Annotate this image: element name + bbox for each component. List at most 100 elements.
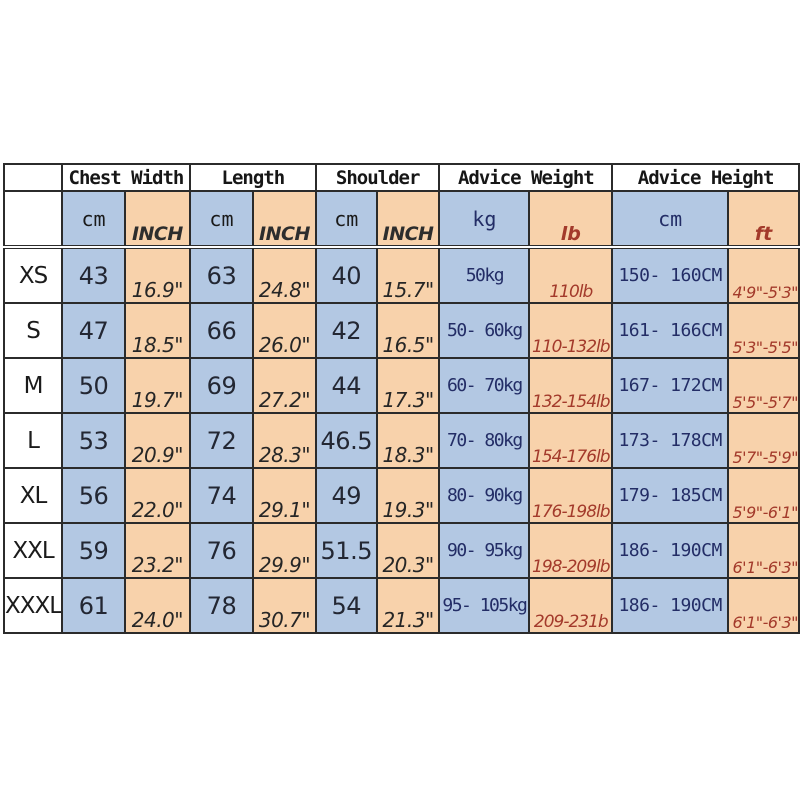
- group-header-row: Chest Width Length Shoulder Advice Weigh…: [2, 163, 800, 192]
- unit-chest-inch: INCH: [123, 190, 191, 249]
- size-label: M: [2, 357, 64, 414]
- unit-header-row: cm INCH cm INCH cm INCH kg lb cm ft: [2, 190, 800, 249]
- length-cm-value: 74: [188, 467, 255, 524]
- weight-kg-value: 50- 60kg: [438, 302, 531, 359]
- weight-lb-value: 154-176lb: [528, 412, 614, 469]
- chest-inch-value: 23.2": [123, 522, 191, 579]
- height-cm-value: 179- 185CM: [611, 467, 729, 524]
- height-ft-value: 6'1"-6'3": [727, 577, 800, 634]
- height-ft-value: 6'1"-6'3": [727, 522, 800, 579]
- chest-cm-value: 43: [61, 246, 126, 304]
- unit-weight-kg: kg: [438, 190, 531, 249]
- shoulder-cm-value: 49: [314, 467, 378, 524]
- length-cm-value: 76: [188, 522, 255, 579]
- height-cm-value: 150- 160CM: [611, 246, 729, 304]
- length-inch-value: 28.3": [252, 412, 317, 469]
- size-row-xxxl: XXXL 61 24.0" 78 30.7" 54 21.3" 95- 105k…: [2, 577, 800, 634]
- unit-height-ft: ft: [727, 190, 800, 249]
- weight-lb-value: 198-209lb: [528, 522, 614, 579]
- shoulder-inch-value: 17.3": [375, 357, 441, 414]
- height-ft-value: 5'5"-5'7": [727, 357, 800, 414]
- header-advice-height: Advice Height: [611, 163, 800, 192]
- length-inch-value: 29.9": [252, 522, 317, 579]
- chest-inch-value: 20.9": [123, 412, 191, 469]
- chest-inch-value: 18.5": [123, 302, 191, 359]
- height-ft-value: 5'3"-5'5": [727, 302, 800, 359]
- length-inch-value: 24.8": [252, 246, 317, 304]
- size-label: XXXL: [2, 577, 64, 634]
- unit-weight-lb: lb: [528, 190, 614, 249]
- size-label: L: [2, 412, 64, 469]
- weight-kg-value: 70- 80kg: [438, 412, 531, 469]
- header-length: Length: [188, 163, 317, 192]
- length-cm-value: 69: [188, 357, 255, 414]
- chest-cm-value: 50: [61, 357, 126, 414]
- chest-inch-value: 22.0": [123, 467, 191, 524]
- size-label: S: [2, 302, 64, 359]
- shoulder-inch-value: 20.3": [375, 522, 441, 579]
- weight-kg-value: 95- 105kg: [438, 577, 531, 634]
- size-row-s: S 47 18.5" 66 26.0" 42 16.5" 50- 60kg 11…: [2, 302, 800, 359]
- chest-cm-value: 61: [61, 577, 126, 634]
- weight-lb-value: 209-231b: [528, 577, 614, 634]
- length-inch-value: 30.7": [252, 577, 317, 634]
- weight-kg-value: 60- 70kg: [438, 357, 531, 414]
- size-row-xl: XL 56 22.0" 74 29.1" 49 19.3" 80- 90kg 1…: [2, 467, 800, 524]
- shoulder-cm-value: 42: [314, 302, 378, 359]
- unit-chest-cm: cm: [61, 190, 126, 249]
- height-ft-value: 5'7"-5'9": [727, 412, 800, 469]
- chest-inch-value: 24.0": [123, 577, 191, 634]
- unit-length-inch: INCH: [252, 190, 317, 249]
- height-cm-value: 173- 178CM: [611, 412, 729, 469]
- size-label: XL: [2, 467, 64, 524]
- weight-lb-value: 110-132lb: [528, 302, 614, 359]
- length-cm-value: 72: [188, 412, 255, 469]
- size-row-xxl: XXL 59 23.2" 76 29.9" 51.5 20.3" 90- 95k…: [2, 522, 800, 579]
- weight-kg-value: 80- 90kg: [438, 467, 531, 524]
- length-inch-value: 27.2": [252, 357, 317, 414]
- size-label: XS: [2, 246, 64, 304]
- shoulder-inch-value: 16.5": [375, 302, 441, 359]
- weight-lb-value: 110lb: [528, 246, 614, 304]
- shoulder-cm-value: 54: [314, 577, 378, 634]
- shoulder-cm-value: 51.5: [314, 522, 378, 579]
- length-inch-value: 29.1": [252, 467, 317, 524]
- length-cm-value: 63: [188, 246, 255, 304]
- chest-inch-value: 16.9": [123, 246, 191, 304]
- shoulder-inch-value: 15.7": [375, 246, 441, 304]
- height-ft-value: 5'9"-6'1": [727, 467, 800, 524]
- length-cm-value: 66: [188, 302, 255, 359]
- weight-lb-value: 132-154lb: [528, 357, 614, 414]
- height-cm-value: 167- 172CM: [611, 357, 729, 414]
- size-label: XXL: [2, 522, 64, 579]
- shoulder-cm-value: 46.5: [314, 412, 378, 469]
- corner-cell: [2, 163, 64, 192]
- chest-cm-value: 47: [61, 302, 126, 359]
- chest-cm-value: 59: [61, 522, 126, 579]
- unit-length-cm: cm: [188, 190, 255, 249]
- shoulder-inch-value: 18.3": [375, 412, 441, 469]
- shoulder-inch-value: 19.3": [375, 467, 441, 524]
- shoulder-cm-value: 40: [314, 246, 378, 304]
- unit-height-cm: cm: [611, 190, 729, 249]
- header-advice-weight: Advice Weight: [438, 163, 614, 192]
- header-shoulder: Shoulder: [314, 163, 441, 192]
- unit-row-spacer: [2, 190, 64, 249]
- chest-inch-value: 19.7": [123, 357, 191, 414]
- weight-kg-value: 50kg: [438, 246, 531, 304]
- height-cm-value: 161- 166CM: [611, 302, 729, 359]
- size-row-l: L 53 20.9" 72 28.3" 46.5 18.3" 70- 80kg …: [2, 412, 800, 469]
- weight-kg-value: 90- 95kg: [438, 522, 531, 579]
- unit-shoulder-inch: INCH: [375, 190, 441, 249]
- length-cm-value: 78: [188, 577, 255, 634]
- header-chest-width: Chest Width: [61, 163, 191, 192]
- height-cm-value: 186- 190CM: [611, 577, 729, 634]
- height-ft-value: 4'9"-5'3": [727, 246, 800, 304]
- shoulder-cm-value: 44: [314, 357, 378, 414]
- weight-lb-value: 176-198lb: [528, 467, 614, 524]
- chest-cm-value: 53: [61, 412, 126, 469]
- size-chart-table: Chest Width Length Shoulder Advice Weigh…: [2, 163, 800, 634]
- height-cm-value: 186- 190CM: [611, 522, 729, 579]
- size-row-m: M 50 19.7" 69 27.2" 44 17.3" 60- 70kg 13…: [2, 357, 800, 414]
- length-inch-value: 26.0": [252, 302, 317, 359]
